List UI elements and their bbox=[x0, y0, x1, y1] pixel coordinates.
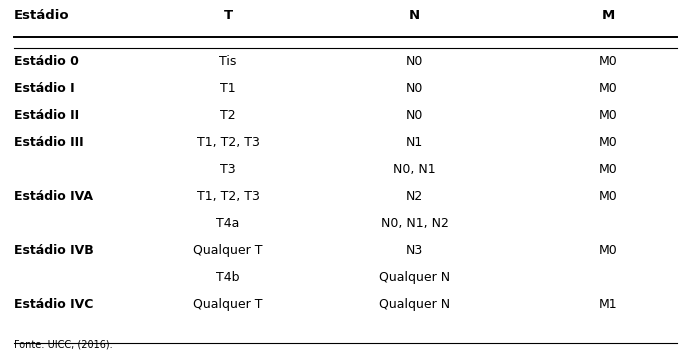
Text: M1: M1 bbox=[599, 298, 617, 311]
Text: M0: M0 bbox=[598, 190, 618, 203]
Text: N1: N1 bbox=[406, 136, 423, 149]
Text: Estádio: Estádio bbox=[14, 9, 69, 22]
Text: T4a: T4a bbox=[216, 217, 240, 230]
Text: T1, T2, T3: T1, T2, T3 bbox=[197, 190, 259, 203]
Text: Fonte: UICC, (2016).: Fonte: UICC, (2016). bbox=[14, 339, 113, 349]
Text: N: N bbox=[409, 9, 420, 22]
Text: Estádio IVC: Estádio IVC bbox=[14, 298, 93, 311]
Text: M0: M0 bbox=[598, 136, 618, 149]
Text: M0: M0 bbox=[598, 82, 618, 95]
Text: N0: N0 bbox=[406, 82, 424, 95]
Text: T4b: T4b bbox=[216, 271, 240, 284]
Text: T3: T3 bbox=[220, 163, 236, 176]
Text: Estádio IVB: Estádio IVB bbox=[14, 244, 93, 257]
Text: M: M bbox=[601, 9, 615, 22]
Text: N0, N1, N2: N0, N1, N2 bbox=[381, 217, 448, 230]
Text: T1, T2, T3: T1, T2, T3 bbox=[197, 136, 259, 149]
Text: N0, N1: N0, N1 bbox=[393, 163, 436, 176]
Text: M0: M0 bbox=[598, 55, 618, 68]
Text: M0: M0 bbox=[598, 109, 618, 122]
Text: Estádio 0: Estádio 0 bbox=[14, 55, 79, 68]
Text: Qualquer N: Qualquer N bbox=[379, 298, 450, 311]
Text: Qualquer N: Qualquer N bbox=[379, 271, 450, 284]
Text: Estádio II: Estádio II bbox=[14, 109, 79, 122]
Text: Qualquer T: Qualquer T bbox=[193, 244, 263, 257]
Text: N0: N0 bbox=[406, 109, 424, 122]
Text: Estádio IVA: Estádio IVA bbox=[14, 190, 93, 203]
Text: Estádio III: Estádio III bbox=[14, 136, 84, 149]
Text: T: T bbox=[223, 9, 233, 22]
Text: Estádio I: Estádio I bbox=[14, 82, 75, 95]
Text: T1: T1 bbox=[220, 82, 236, 95]
Text: T2: T2 bbox=[220, 109, 236, 122]
Text: M0: M0 bbox=[598, 244, 618, 257]
Text: M0: M0 bbox=[598, 163, 618, 176]
Text: N3: N3 bbox=[406, 244, 423, 257]
Text: Tis: Tis bbox=[219, 55, 237, 68]
Text: Qualquer T: Qualquer T bbox=[193, 298, 263, 311]
Text: N2: N2 bbox=[406, 190, 423, 203]
Text: N0: N0 bbox=[406, 55, 424, 68]
